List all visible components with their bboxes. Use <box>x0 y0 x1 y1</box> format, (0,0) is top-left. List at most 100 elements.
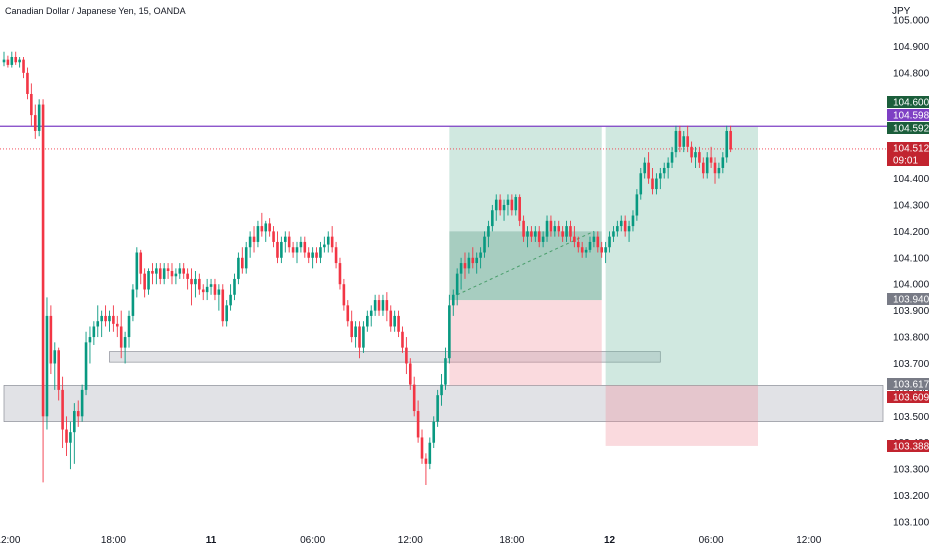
price-tick-label: 104.900 <box>893 42 930 53</box>
long-position-target-zone[interactable] <box>605 126 758 386</box>
candle-body <box>264 223 268 232</box>
candle-body <box>194 278 197 285</box>
long-position-stop-zone[interactable] <box>449 300 602 386</box>
currency-label: JPY <box>892 6 911 17</box>
candle-body <box>510 199 514 211</box>
candle-body <box>557 226 561 232</box>
candle-body <box>592 236 596 242</box>
price-tick-label: 105.000 <box>893 16 930 27</box>
price-tag-label: 104.598 <box>893 111 930 122</box>
candle-body <box>80 389 84 417</box>
price-tag[interactable] <box>887 96 929 108</box>
price-tag[interactable] <box>887 109 929 121</box>
candle-body <box>65 429 68 443</box>
candle-body <box>342 284 346 306</box>
candle-body <box>549 220 553 232</box>
candle-body <box>416 411 420 438</box>
candle-body <box>330 236 334 248</box>
time-tick-label: 06:00 <box>699 535 724 546</box>
position-filled-zone <box>449 231 602 301</box>
candle-body <box>373 300 377 311</box>
candle-body <box>428 442 432 464</box>
price-tag-label: 104.600 <box>893 98 930 109</box>
long-position-stop-zone[interactable] <box>605 385 758 446</box>
price-tag[interactable] <box>887 154 929 166</box>
candle-body <box>366 315 369 327</box>
candle-body <box>123 337 127 348</box>
candle-body <box>662 167 666 174</box>
candle-body <box>217 289 221 295</box>
support-zone-1[interactable] <box>109 351 661 363</box>
candle-body <box>135 252 139 290</box>
candle-body <box>323 244 326 248</box>
candle-body <box>487 226 490 237</box>
time-tick-label: 18:00 <box>101 535 126 546</box>
candle-body <box>623 220 627 232</box>
candle-body <box>96 321 100 327</box>
candle-body <box>713 162 717 174</box>
trend-line[interactable] <box>456 230 595 296</box>
candle-body <box>104 315 107 322</box>
candle-body <box>635 194 639 216</box>
candle-body <box>580 247 584 253</box>
candle-body <box>131 289 135 316</box>
candle-body <box>49 315 53 364</box>
candle-body <box>108 315 111 322</box>
candle-body <box>573 236 576 242</box>
long-position-target-zone[interactable] <box>449 126 602 301</box>
candle-body <box>26 72 29 94</box>
candle-body <box>690 146 693 158</box>
candle-body <box>319 247 322 258</box>
candle-body <box>385 300 389 311</box>
candle-body <box>6 59 10 65</box>
candle-body <box>178 268 182 274</box>
price-tag-label: 103.609 <box>893 393 930 404</box>
candle-body <box>362 326 365 348</box>
candle-body <box>377 300 381 311</box>
price-scale-bg[interactable] <box>887 0 932 550</box>
candle-body <box>651 178 654 190</box>
candle-body <box>276 241 279 258</box>
candle-body <box>506 199 510 205</box>
candle-body <box>631 215 635 227</box>
candle-body <box>647 162 650 179</box>
candle-body <box>576 241 580 248</box>
price-tick-label: 104.100 <box>893 253 930 264</box>
price-tag[interactable] <box>887 122 929 134</box>
candle-body <box>88 337 92 343</box>
candle-body <box>295 247 299 253</box>
candle-body <box>729 130 732 150</box>
candle-body <box>471 257 475 264</box>
candle-body <box>619 220 623 227</box>
price-tag[interactable] <box>887 142 929 154</box>
candle-body <box>272 231 275 242</box>
candle-body <box>252 236 256 242</box>
candle-body <box>233 278 236 295</box>
candle-body <box>53 350 57 364</box>
price-tag[interactable] <box>887 378 929 390</box>
candle-body <box>326 236 330 245</box>
candle-body <box>237 257 240 279</box>
price-tag[interactable] <box>887 440 929 452</box>
price-tag[interactable] <box>887 391 929 403</box>
candle-body <box>545 220 549 237</box>
candle-body <box>381 300 385 311</box>
time-tick-label: 12 <box>604 535 616 546</box>
candle-body <box>397 315 400 332</box>
price-tag-label: 103.940 <box>893 295 930 306</box>
price-tag-label: 104.592 <box>893 124 930 135</box>
candle-body <box>405 347 408 364</box>
price-tag[interactable] <box>887 293 929 305</box>
candle-body <box>674 130 678 153</box>
candle-body <box>518 197 521 221</box>
candle-body <box>561 231 564 237</box>
candle-body <box>244 247 248 269</box>
support-zone-0[interactable] <box>3 385 884 422</box>
candle-body <box>565 226 568 237</box>
candle-body <box>213 284 217 295</box>
candle-body <box>268 223 271 232</box>
candle-body <box>346 305 350 322</box>
candle-body <box>401 331 404 348</box>
